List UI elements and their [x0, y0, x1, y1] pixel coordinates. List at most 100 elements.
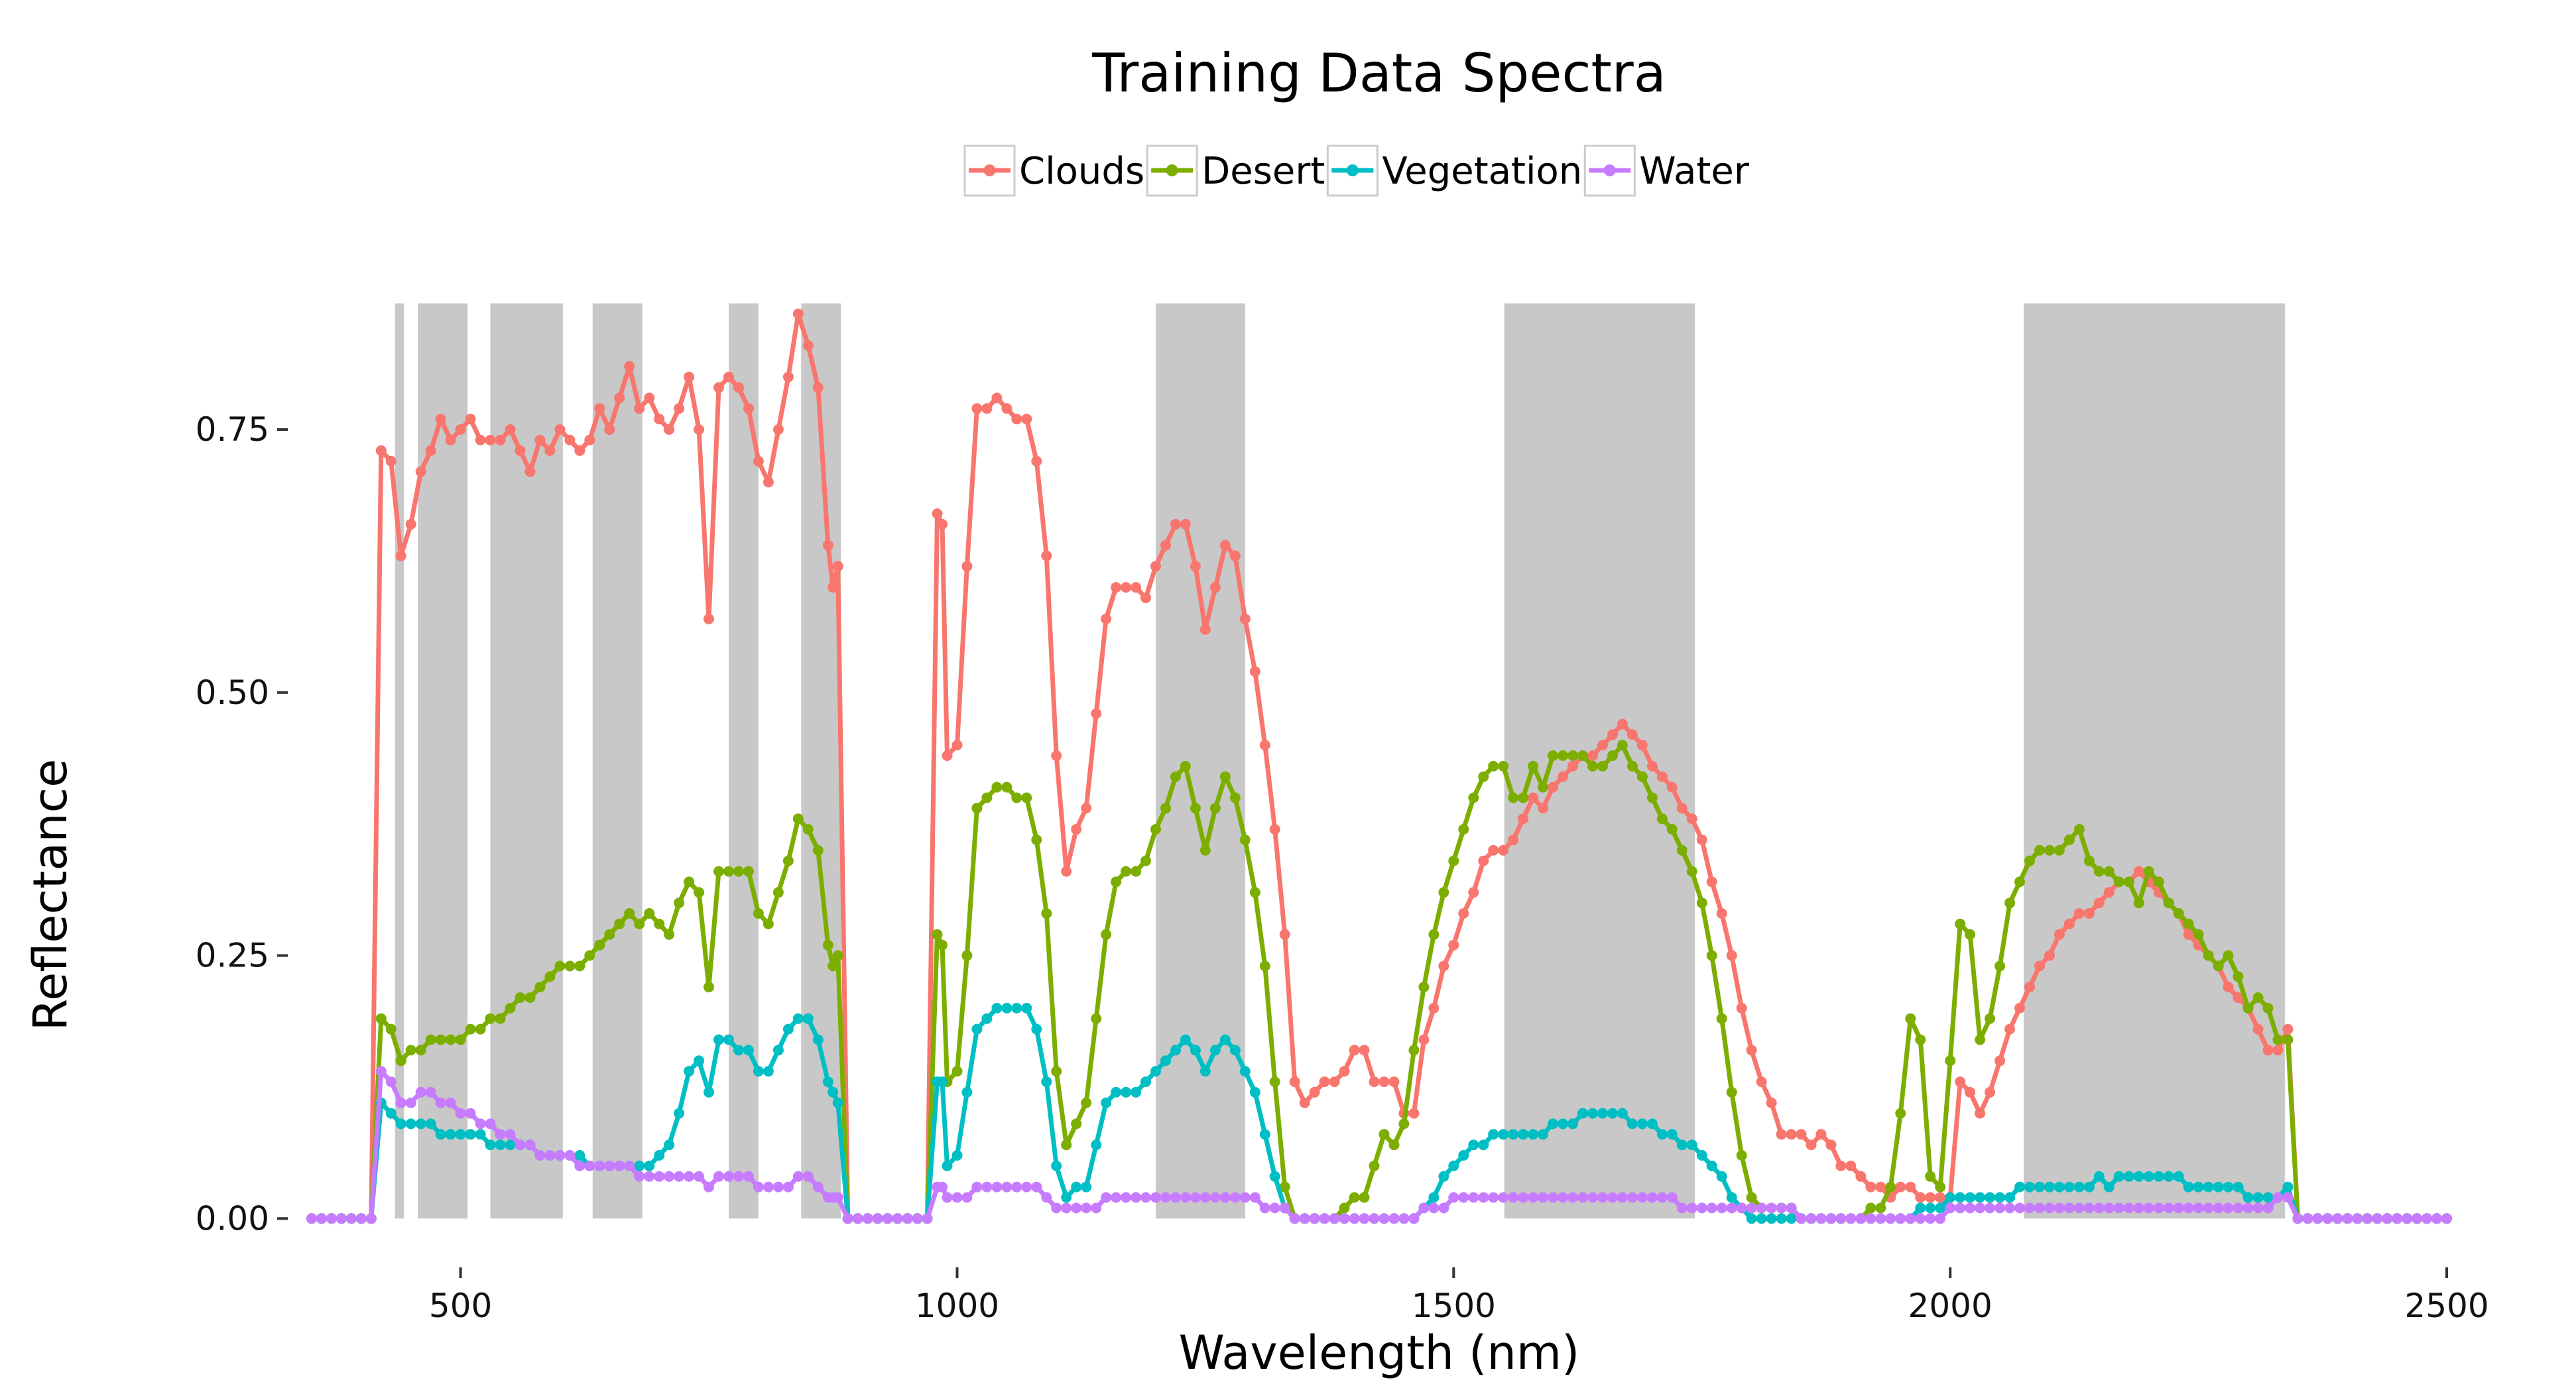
data-point-desert — [2163, 898, 2174, 909]
data-point-water — [2392, 1213, 2403, 1224]
data-point-vegetation — [1518, 1129, 1529, 1140]
data-point-desert — [534, 982, 546, 993]
data-point-desert — [1379, 1129, 1390, 1140]
data-point-clouds — [534, 434, 546, 445]
data-point-desert — [1617, 740, 1628, 751]
data-point-vegetation — [684, 1066, 695, 1077]
data-point-water — [1209, 1192, 1221, 1203]
data-point-vegetation — [743, 1045, 754, 1056]
data-point-vegetation — [2073, 1181, 2085, 1192]
data-point-vegetation — [1558, 1118, 1569, 1130]
data-point-water — [1091, 1202, 1102, 1214]
data-point-vegetation — [792, 1013, 804, 1024]
data-point-desert — [604, 929, 615, 940]
data-point-water — [435, 1097, 446, 1108]
data-point-vegetation — [2024, 1181, 2035, 1192]
data-point-desert — [1945, 1055, 1956, 1067]
data-point-desert — [1607, 750, 1618, 761]
data-point-water — [1101, 1192, 1112, 1203]
data-point-water — [1835, 1213, 1847, 1224]
data-point-vegetation — [1160, 1055, 1171, 1067]
data-point-clouds — [1626, 729, 1638, 740]
data-point-clouds — [1498, 844, 1509, 856]
data-point-desert — [1369, 1160, 1380, 1171]
data-point-vegetation — [2223, 1181, 2234, 1192]
data-point-water — [1041, 1192, 1052, 1203]
data-point-vegetation — [2143, 1171, 2154, 1182]
data-point-water — [1577, 1192, 1588, 1203]
data-point-clouds — [564, 434, 576, 445]
data-point-water — [2322, 1213, 2333, 1224]
shaded-band-3 — [592, 303, 643, 1219]
data-point-desert — [1498, 760, 1509, 772]
data-point-vegetation — [2252, 1192, 2264, 1203]
data-point-vegetation — [753, 1066, 764, 1077]
data-point-desert — [1548, 750, 1559, 761]
data-point-water — [1696, 1202, 1707, 1214]
data-point-desert — [1259, 960, 1270, 972]
data-point-water — [2242, 1202, 2254, 1214]
data-point-desert — [1199, 844, 1211, 856]
data-point-water — [1279, 1202, 1290, 1214]
data-point-desert — [723, 866, 734, 877]
data-point-vegetation — [1259, 1129, 1270, 1140]
data-point-clouds — [445, 434, 456, 445]
data-point-desert — [937, 939, 948, 951]
data-point-water — [584, 1160, 595, 1171]
data-point-water — [782, 1181, 794, 1192]
data-point-clouds — [694, 424, 705, 435]
data-point-vegetation — [2004, 1192, 2016, 1203]
data-point-desert — [1577, 750, 1588, 761]
data-point-water — [1915, 1213, 1926, 1224]
data-point-clouds — [1835, 1160, 1847, 1171]
data-point-clouds — [1776, 1129, 1787, 1140]
data-point-water — [852, 1213, 863, 1224]
data-point-desert — [1895, 1108, 1906, 1119]
data-point-water — [862, 1213, 873, 1224]
data-point-water — [1190, 1192, 1201, 1203]
data-point-vegetation — [1428, 1192, 1440, 1203]
data-point-clouds — [1607, 729, 1618, 740]
data-point-water — [981, 1181, 993, 1192]
data-point-water — [355, 1213, 367, 1224]
data-point-vegetation — [2153, 1171, 2164, 1182]
data-point-vegetation — [1468, 1139, 1479, 1151]
data-point-vegetation — [2203, 1181, 2214, 1192]
data-point-water — [2213, 1202, 2224, 1214]
y-axis-title: Reflectance — [23, 759, 78, 1031]
data-point-vegetation — [1955, 1192, 1966, 1203]
data-point-desert — [644, 908, 655, 919]
data-point-desert — [1528, 760, 1539, 772]
data-point-water — [604, 1160, 615, 1171]
data-point-clouds — [435, 414, 446, 425]
data-point-desert — [1359, 1192, 1370, 1203]
data-point-water — [792, 1171, 804, 1182]
data-point-desert — [2083, 855, 2095, 866]
data-point-desert — [425, 1034, 436, 1045]
data-point-water — [624, 1160, 635, 1171]
shaded-band-1 — [418, 303, 468, 1219]
data-point-clouds — [455, 424, 466, 435]
data-point-clouds — [2004, 1023, 2016, 1035]
data-point-clouds — [495, 434, 506, 445]
data-point-desert — [1646, 792, 1658, 803]
data-point-water — [644, 1171, 655, 1182]
data-point-clouds — [1726, 950, 1737, 961]
data-point-water — [1289, 1213, 1300, 1224]
data-point-desert — [2044, 844, 2055, 856]
data-point-clouds — [654, 414, 665, 425]
data-point-vegetation — [415, 1118, 426, 1130]
data-point-vegetation — [1091, 1139, 1102, 1151]
data-point-water — [2103, 1202, 2115, 1214]
y-tick-label: 0.25 — [196, 937, 269, 975]
data-point-vegetation — [1488, 1129, 1499, 1140]
data-point-clouds — [1150, 561, 1161, 572]
data-point-vegetation — [1081, 1181, 1092, 1192]
data-point-water — [1587, 1192, 1598, 1203]
data-point-water — [1329, 1213, 1340, 1224]
data-point-vegetation — [644, 1160, 655, 1171]
data-point-desert — [792, 813, 804, 825]
data-point-desert — [1626, 760, 1638, 772]
data-point-water — [2252, 1202, 2264, 1214]
data-point-desert — [1249, 887, 1260, 898]
